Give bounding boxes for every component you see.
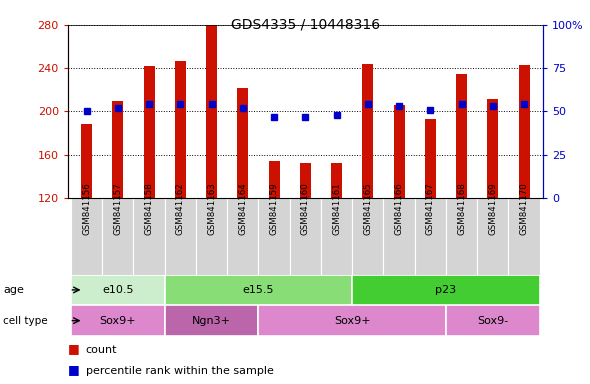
- Text: ■: ■: [68, 362, 80, 376]
- Bar: [415, 198, 446, 275]
- Bar: [71, 305, 165, 336]
- Bar: [165, 275, 352, 305]
- Bar: [519, 65, 529, 198]
- Bar: [112, 101, 123, 198]
- Text: GSM841166: GSM841166: [395, 182, 404, 235]
- Bar: [143, 66, 155, 198]
- Text: count: count: [86, 345, 117, 355]
- Bar: [258, 305, 446, 336]
- Bar: [290, 198, 321, 275]
- Text: GSM841161: GSM841161: [332, 182, 341, 235]
- Text: GSM841169: GSM841169: [489, 182, 497, 235]
- Bar: [352, 275, 540, 305]
- Text: GSM841170: GSM841170: [520, 182, 529, 235]
- Bar: [331, 163, 342, 198]
- Text: GSM841167: GSM841167: [426, 182, 435, 235]
- Bar: [425, 119, 436, 198]
- Text: ■: ■: [68, 342, 80, 355]
- Bar: [133, 198, 165, 275]
- Text: p23: p23: [435, 285, 457, 295]
- Text: GSM841162: GSM841162: [176, 182, 185, 235]
- Text: Ngn3+: Ngn3+: [192, 316, 231, 326]
- Bar: [165, 305, 258, 336]
- Text: GSM841160: GSM841160: [301, 182, 310, 235]
- Text: Sox9+: Sox9+: [334, 316, 371, 326]
- Bar: [446, 305, 540, 336]
- Text: GSM841164: GSM841164: [238, 182, 247, 235]
- Bar: [268, 161, 280, 198]
- Bar: [384, 198, 415, 275]
- Text: age: age: [3, 285, 24, 295]
- Bar: [487, 99, 499, 198]
- Bar: [362, 64, 373, 198]
- Bar: [477, 198, 509, 275]
- Text: GSM841158: GSM841158: [145, 182, 153, 235]
- Text: Sox9+: Sox9+: [100, 316, 136, 326]
- Text: GSM841159: GSM841159: [270, 182, 278, 235]
- Bar: [175, 61, 186, 198]
- Bar: [196, 198, 227, 275]
- Bar: [237, 88, 248, 198]
- Text: cell type: cell type: [3, 316, 48, 326]
- Bar: [258, 198, 290, 275]
- Bar: [81, 124, 92, 198]
- Text: e15.5: e15.5: [242, 285, 274, 295]
- Bar: [71, 198, 102, 275]
- Text: e10.5: e10.5: [102, 285, 133, 295]
- Bar: [206, 25, 217, 198]
- Bar: [227, 198, 258, 275]
- Bar: [456, 74, 467, 198]
- Bar: [71, 275, 165, 305]
- Bar: [446, 198, 477, 275]
- Text: GSM841156: GSM841156: [82, 182, 91, 235]
- Text: GSM841157: GSM841157: [113, 182, 122, 235]
- Text: percentile rank within the sample: percentile rank within the sample: [86, 366, 273, 376]
- Text: GSM841168: GSM841168: [457, 182, 466, 235]
- Text: GSM841163: GSM841163: [207, 182, 216, 235]
- Bar: [509, 198, 540, 275]
- Bar: [321, 198, 352, 275]
- Bar: [300, 163, 311, 198]
- Text: GDS4335 / 10448316: GDS4335 / 10448316: [231, 17, 380, 31]
- Bar: [352, 198, 384, 275]
- Bar: [165, 198, 196, 275]
- Bar: [102, 198, 133, 275]
- Bar: [394, 105, 405, 198]
- Text: Sox9-: Sox9-: [477, 316, 509, 326]
- Text: GSM841165: GSM841165: [363, 182, 372, 235]
